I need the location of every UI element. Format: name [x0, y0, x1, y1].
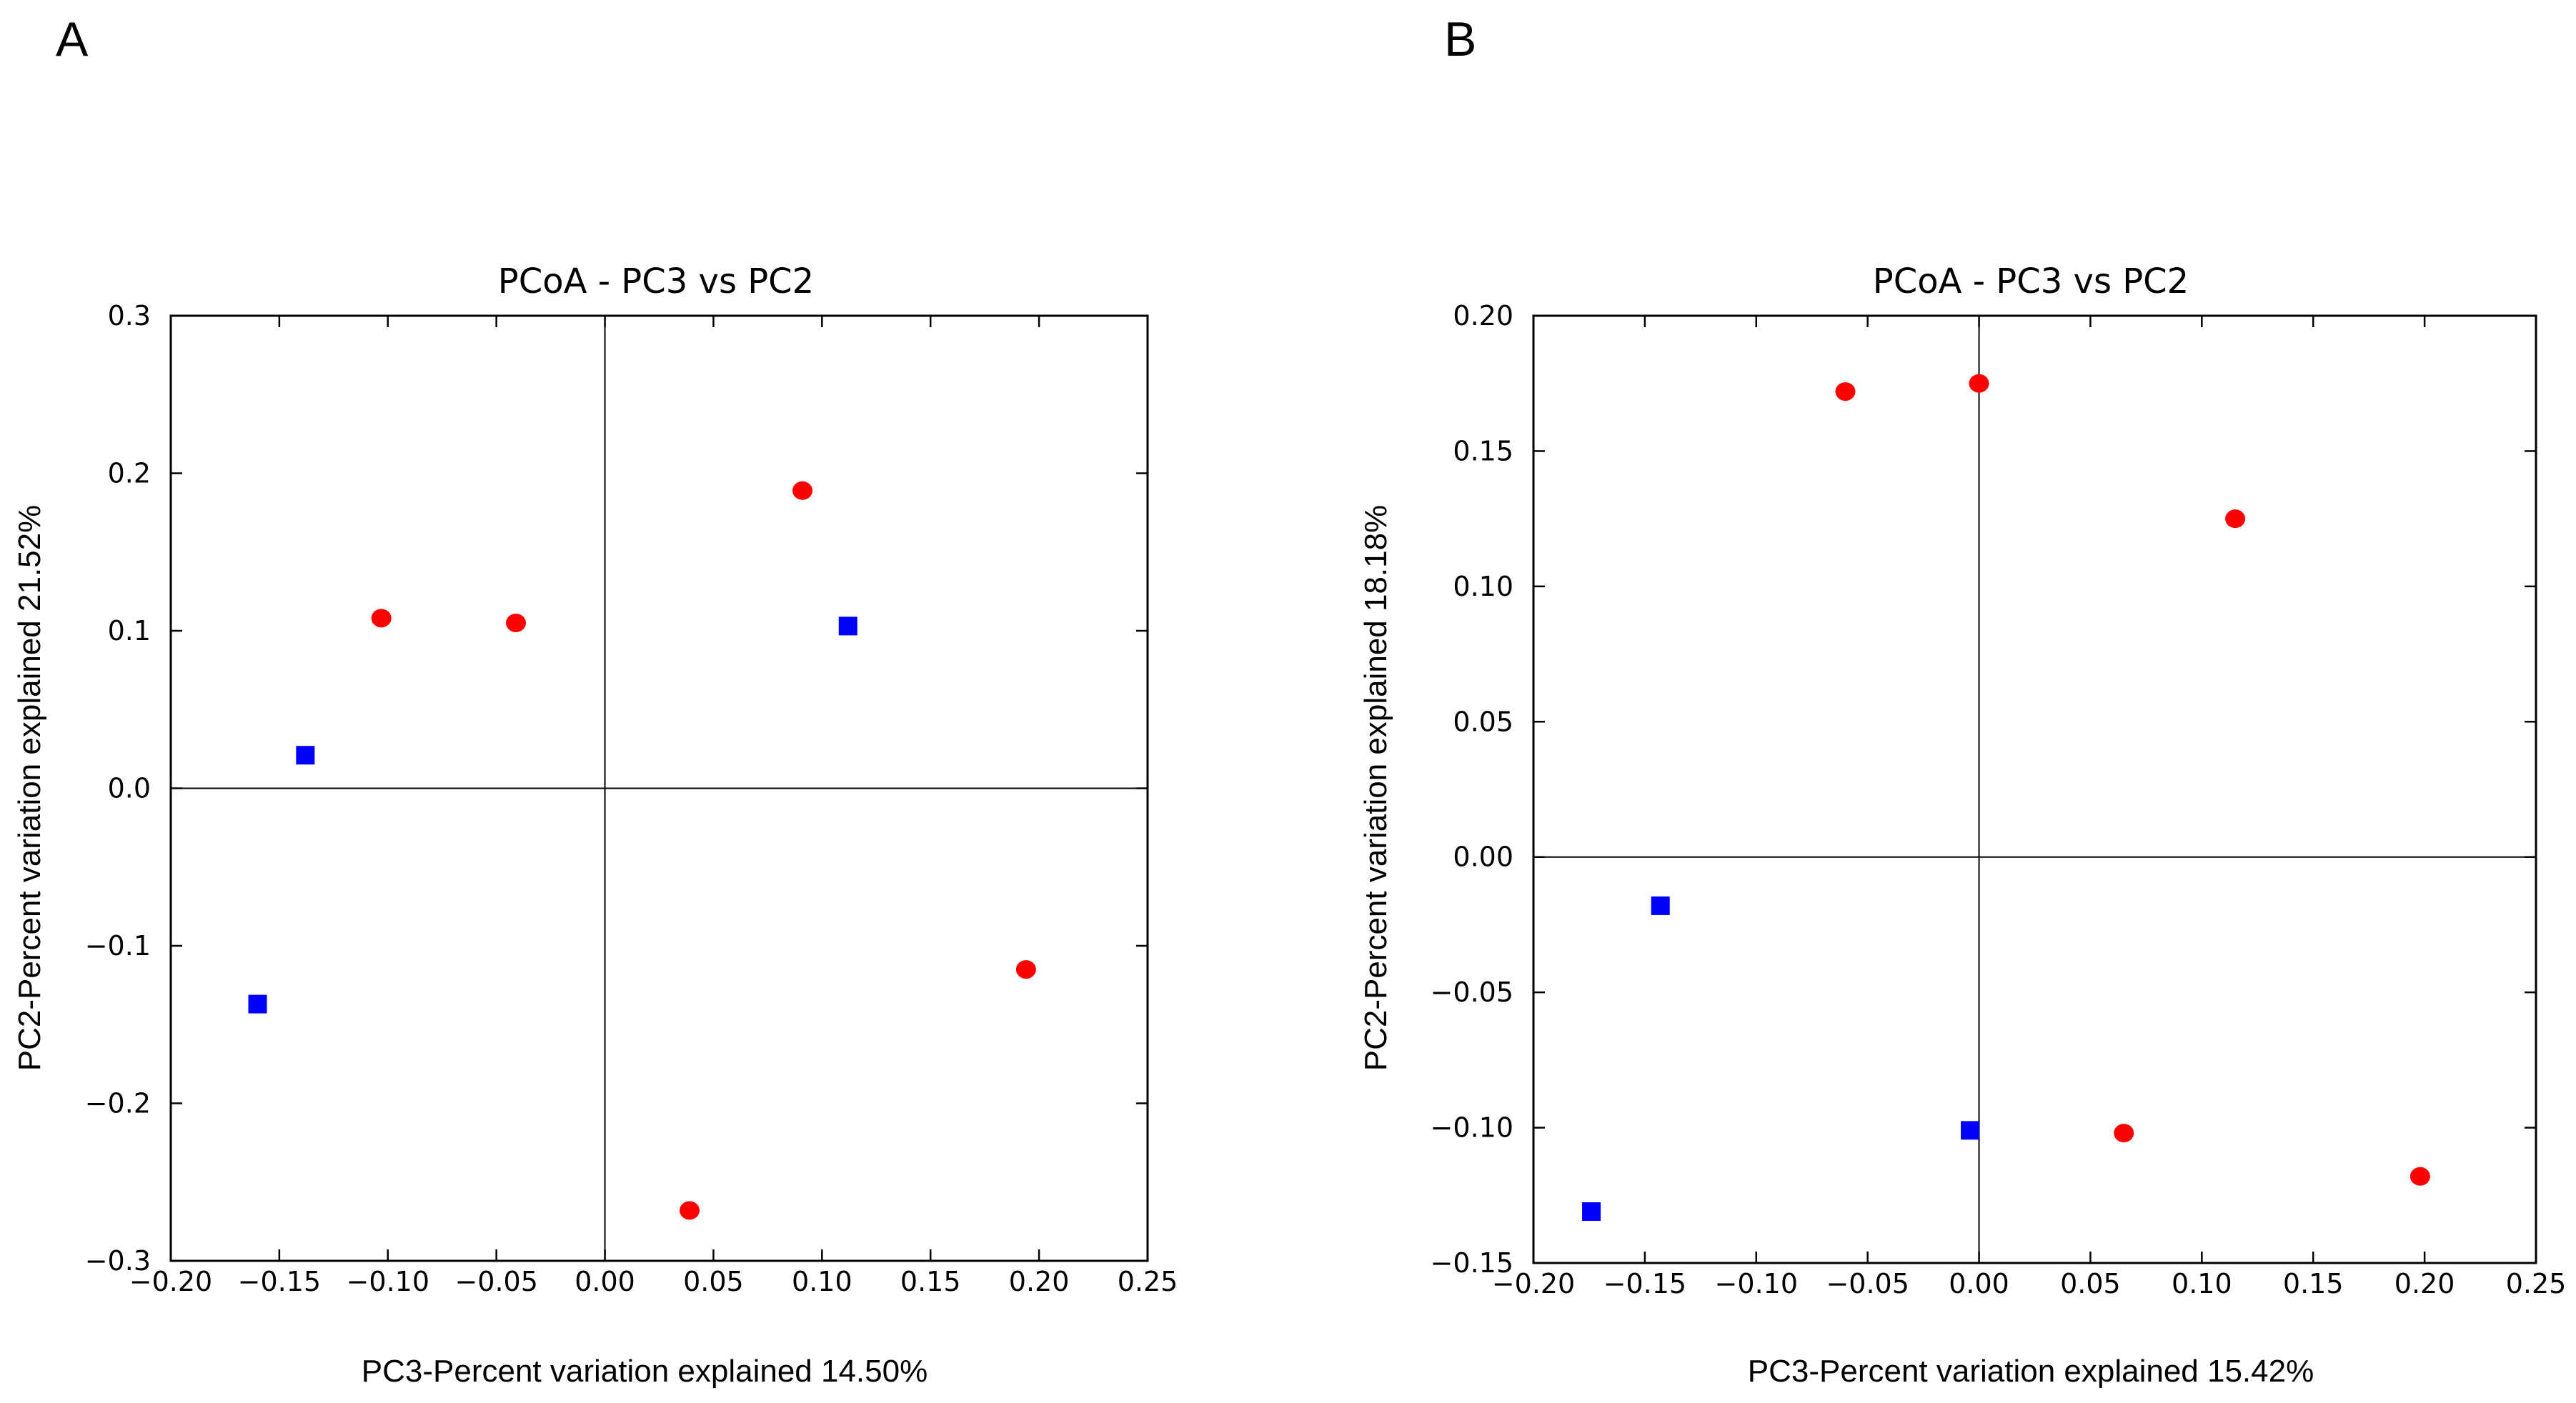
panel-a-y-axis-label: PC2-Percent variation explained 21.52%	[12, 505, 47, 1071]
panel-b-y-tick-label: 0.05	[1453, 706, 1513, 737]
panel-b-x-tick-label: 0.15	[2283, 1268, 2344, 1299]
panel-b-point-circle	[2410, 1167, 2430, 1186]
panel-b-x-tick-label: 0.25	[2506, 1268, 2567, 1299]
panel-a-point-circle	[792, 481, 812, 500]
panel-a-x-tick-label: −0.10	[347, 1266, 429, 1297]
panel-b-y-tick-label: 0.15	[1453, 435, 1513, 466]
panel-b-x-tick-label: 0.00	[1949, 1268, 2009, 1299]
panel-b-point-circle	[1835, 382, 1856, 401]
panel-a-y-tick-label: −0.1	[85, 930, 151, 962]
panel-b-y-tick-label: −0.15	[1431, 1247, 1513, 1279]
panel-a-y-tick-label: 0.1	[108, 615, 151, 646]
panel-a-y-tick-label: 0.0	[108, 773, 151, 804]
panel-a-x-tick-label: 0.15	[900, 1266, 961, 1297]
panel-b-point-square	[1582, 1202, 1601, 1222]
panel-b-y-axis-label: PC2-Percent variation explained 18.18%	[1358, 505, 1393, 1071]
panel-b-label: B	[1444, 12, 1476, 66]
panel-b: B PCoA - PC3 vs PC2 −0.20 −0.15 −0.10 −0.05…	[1358, 12, 2566, 1389]
panel-a-zero-lines	[171, 316, 1148, 1261]
panel-a-x-tick-label: 0.25	[1118, 1266, 1178, 1297]
panel-a-point-square	[296, 746, 315, 765]
panel-b-x-tick-label: −0.05	[1826, 1268, 1909, 1299]
panel-a-ticks: −0.20 −0.15 −0.10 −0.05 0.00 0.05 0.10 0.15 0.20…	[85, 300, 1178, 1297]
panel-a-x-tick-label: −0.05	[454, 1266, 537, 1297]
panel-b-x-tick-label: 0.10	[2172, 1268, 2232, 1299]
panel-b-point-circle	[2114, 1124, 2134, 1143]
panel-a-x-tick-label: 0.10	[792, 1266, 852, 1297]
panel-a-point-circle	[371, 609, 392, 628]
panel-a-x-tick-label: 0.00	[575, 1266, 635, 1297]
panel-a-points	[248, 481, 1036, 1220]
panel-b-y-tick-label: −0.05	[1431, 977, 1513, 1008]
panel-b-point-square	[1651, 896, 1670, 915]
panel-b-y-tick-label: 0.10	[1453, 571, 1513, 602]
panel-b-x-tick-label: −0.20	[1492, 1268, 1575, 1299]
panel-a-point-circle	[506, 613, 527, 632]
panel-b-point-square	[1961, 1121, 1980, 1140]
panel-a-point-circle	[1015, 960, 1036, 979]
panel-b-x-axis-label: PC3-Percent variation explained 15.42%	[1748, 1354, 2314, 1389]
panel-b-point-circle	[1969, 374, 1989, 393]
panel-b-y-tick-label: 0.00	[1453, 842, 1513, 873]
panel-a-point-circle	[680, 1201, 700, 1220]
panel-a-point-square	[248, 994, 267, 1014]
panel-b-points	[1582, 374, 2430, 1222]
panel-a-x-tick-label: −0.15	[238, 1266, 321, 1297]
panel-b-x-tick-label: 0.20	[2395, 1268, 2455, 1299]
panel-b-plot-frame	[1532, 314, 2537, 1264]
panel-b-y-tick-label: −0.10	[1431, 1112, 1513, 1144]
panel-a-label: A	[56, 12, 89, 66]
panel-a-title: PCoA - PC3 vs PC2	[498, 261, 814, 301]
panel-a-y-tick-label: −0.3	[85, 1245, 151, 1277]
panel-b-zero-lines	[1533, 316, 2536, 1263]
panel-a-x-tick-label: 0.05	[683, 1266, 744, 1297]
panel-b-x-tick-label: −0.10	[1715, 1268, 1798, 1299]
panel-b-x-tick-label: 0.05	[2060, 1268, 2121, 1299]
panel-a-x-tick-label: −0.20	[129, 1266, 212, 1297]
panel-a-y-tick-label: −0.2	[85, 1088, 151, 1119]
panel-a-point-square	[838, 616, 857, 636]
panel-a-x-axis-label: PC3-Percent variation explained 14.50%	[362, 1354, 928, 1389]
panel-b-y-tick-label: 0.20	[1453, 300, 1513, 331]
panel-a-x-tick-label: 0.20	[1009, 1266, 1070, 1297]
panel-a-plot-frame	[169, 314, 1149, 1262]
panel-b-x-tick-label: −0.15	[1603, 1268, 1686, 1299]
panel-a: A PCoA - PC3 vs PC2 −0.20 −0.15 −0.10 −0.05…	[12, 12, 1178, 1389]
panel-b-ticks: −0.20 −0.15 −0.10 −0.05 0.00 0.05 0.10 0.15 0.20…	[1431, 300, 2567, 1299]
panel-b-title: PCoA - PC3 vs PC2	[1873, 261, 2189, 301]
panel-a-y-tick-label: 0.3	[108, 300, 151, 331]
panel-a-y-tick-label: 0.2	[108, 458, 151, 489]
panel-b-point-circle	[2225, 509, 2246, 529]
